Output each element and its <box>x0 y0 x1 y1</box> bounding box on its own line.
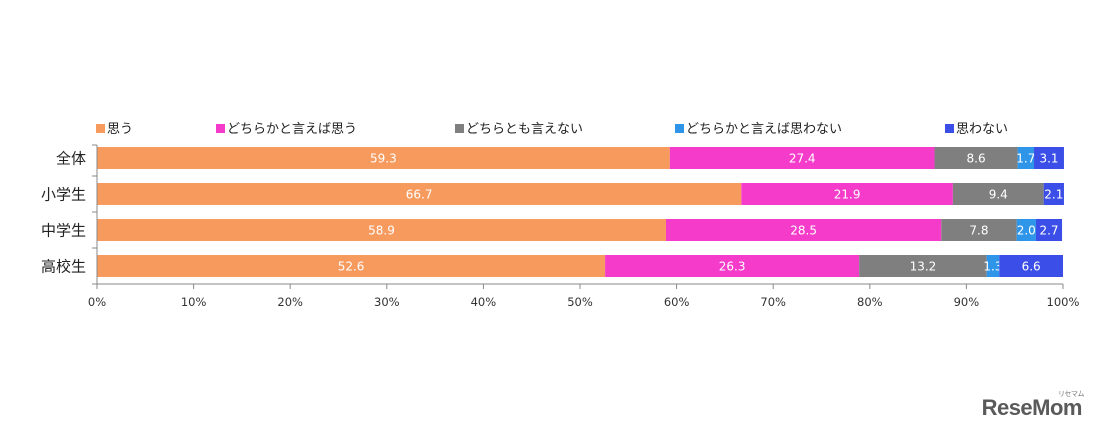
data-label: 59.3 <box>370 152 397 166</box>
legend-label: どちらかと言えば思わない <box>686 122 842 137</box>
x-tick-label: 60% <box>664 295 690 309</box>
x-tick-label: 70% <box>760 295 786 309</box>
data-label: 1.3 <box>983 260 1002 274</box>
bar-segment <box>97 147 670 169</box>
data-label: 9.4 <box>989 188 1008 202</box>
data-label: 21.9 <box>834 188 861 202</box>
data-label: 2.7 <box>1039 224 1058 238</box>
x-tick-label: 30% <box>374 295 400 309</box>
resemom-logo: ReseMom リセマム <box>981 391 1085 420</box>
bar-segment <box>1034 147 1064 169</box>
data-label: 28.5 <box>790 224 817 238</box>
bar-segment <box>1043 183 1064 205</box>
bar-segment <box>97 219 666 241</box>
bar-segment <box>741 183 953 205</box>
data-label: 27.4 <box>789 152 816 166</box>
bar-segment <box>941 219 1017 241</box>
data-label: 52.6 <box>338 260 365 274</box>
data-label: 13.2 <box>910 260 937 274</box>
x-tick-label: 20% <box>277 295 303 309</box>
data-label: 3.1 <box>1039 152 1058 166</box>
category-label: 小学生 <box>41 186 86 204</box>
x-tick-label: 50% <box>567 295 593 309</box>
legend-label: どちらとも言えない <box>466 122 583 137</box>
category-label: 高校生 <box>41 258 86 276</box>
category-label: 中学生 <box>41 222 86 240</box>
data-label: 66.7 <box>406 188 433 202</box>
bar-segment <box>665 219 942 241</box>
x-tick-label: 90% <box>954 295 980 309</box>
data-label: 26.3 <box>719 260 746 274</box>
bar-segment <box>1016 219 1036 241</box>
legend-swatch <box>216 124 225 133</box>
data-label: 1.7 <box>1016 152 1035 166</box>
bar-segment <box>934 147 1018 169</box>
legend-swatch <box>945 124 954 133</box>
data-label: 58.9 <box>368 224 395 238</box>
x-tick-label: 10% <box>181 295 207 309</box>
data-label: 2.1 <box>1044 188 1063 202</box>
x-tick-label: 0% <box>88 295 106 309</box>
bar-segment <box>986 255 1000 277</box>
bar-segment <box>605 255 860 277</box>
data-label: 7.8 <box>969 224 988 238</box>
legend-swatch <box>455 124 464 133</box>
legend-swatch <box>96 124 105 133</box>
x-tick-label: 100% <box>1047 295 1080 309</box>
legend-label: どちらかと言えば思う <box>227 122 357 137</box>
x-tick-label: 80% <box>857 295 883 309</box>
bar-segment <box>952 183 1044 205</box>
data-label: 2.0 <box>1017 224 1036 238</box>
legend-label: 思わない <box>956 122 1008 137</box>
data-label: 8.6 <box>967 152 986 166</box>
bar-segment <box>1017 147 1035 169</box>
bar-segment <box>97 183 742 205</box>
bar-segment <box>999 255 1063 277</box>
data-label: 6.6 <box>1022 260 1041 274</box>
bar-segment <box>669 147 935 169</box>
bar-segment <box>97 255 606 277</box>
bar-segment <box>859 255 987 277</box>
category-label: 全体 <box>56 150 86 168</box>
x-tick-label: 40% <box>471 295 497 309</box>
bar-segment <box>1035 219 1063 241</box>
legend-swatch <box>675 124 684 133</box>
legend-label: 思う <box>107 122 133 137</box>
